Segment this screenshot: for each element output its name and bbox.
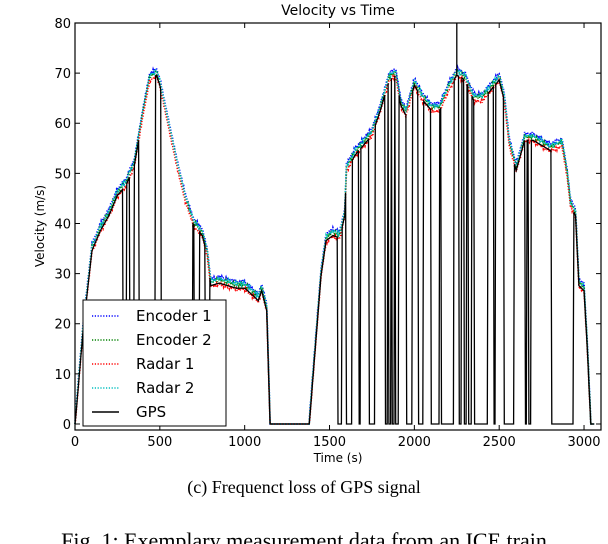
subfigure-caption: (c) Frequenct loss of GPS signal: [187, 477, 421, 497]
y-tick-label: 60: [54, 117, 71, 132]
legend-box: [82, 299, 227, 427]
y-tick-label: 50: [54, 167, 71, 182]
y-tick-label: 10: [54, 368, 71, 383]
series-line-radar-2: [74, 66, 595, 425]
x-tick-label: 3000: [567, 435, 600, 450]
chart-title: Velocity vs Time: [281, 3, 395, 19]
figure-caption: Fig. 1: Exemplary measurement data from …: [61, 528, 547, 544]
plot-frame: [74, 22, 602, 431]
y-tick-label: 80: [54, 17, 71, 32]
y-tick-label: 30: [54, 268, 71, 283]
legend-label: Encoder 2: [136, 331, 212, 349]
x-tick-label: 500: [147, 435, 172, 450]
y-tick-label: 20: [54, 318, 71, 333]
y-axis-label: Velocity (m/s): [33, 185, 47, 267]
legend-label: Radar 2: [136, 379, 194, 397]
y-tick-label: 40: [54, 217, 71, 232]
x-tick-label: 1000: [228, 435, 261, 450]
x-tick-label: 2500: [483, 435, 516, 450]
x-tick-label: 0: [71, 435, 79, 450]
x-tick-label: 2000: [398, 435, 431, 450]
y-tick-label: 0: [63, 418, 71, 433]
legend: Encoder 1 Encoder 2 Radar 1 Radar 2 GPS: [82, 299, 227, 427]
x-axis-label: Time (s): [313, 451, 363, 465]
legend-label: Radar 1: [136, 355, 194, 373]
velocity-chart: 0 500 1000 1500 2000 2500 3000 0 10 20 30 40 50 60 70 8…: [33, 3, 602, 465]
y-tick-label: 70: [54, 67, 71, 82]
x-tick-label: 1500: [313, 435, 346, 450]
legend-label: GPS: [136, 403, 166, 421]
legend-label: Encoder 1: [136, 307, 212, 325]
